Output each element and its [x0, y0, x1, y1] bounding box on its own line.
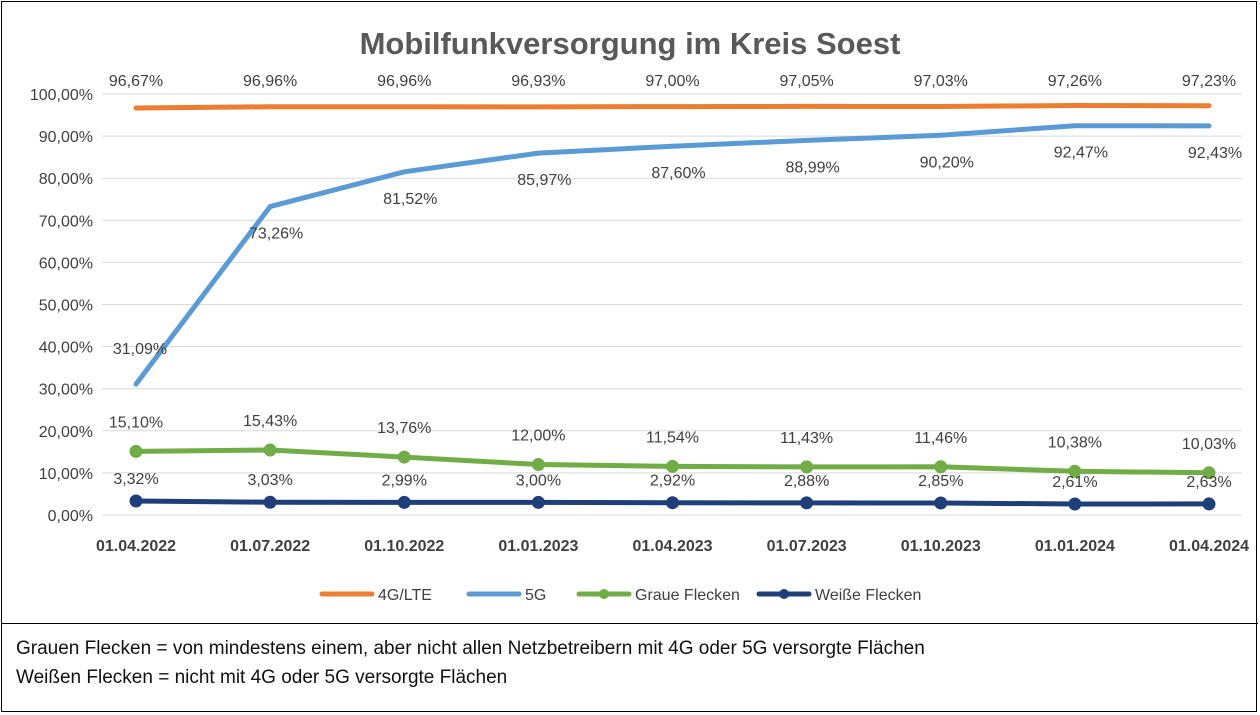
- data-label: 10,03%: [1182, 436, 1236, 453]
- y-tick-label: 70,00%: [39, 213, 93, 230]
- line-chart: 0,00% 10,00% 20,00% 30,00% 40,00% 50,00% 60,00…: [30, 26, 1249, 604]
- data-point: [800, 496, 814, 510]
- data-point: [934, 496, 948, 510]
- data-point: [397, 450, 411, 464]
- gridlines: [102, 93, 1242, 516]
- y-tick-label: 20,00%: [39, 424, 93, 441]
- footnote-box: Grauen Flecken = von mindestens einem, a…: [2, 623, 1258, 715]
- legend-entry: Weiße Flecken: [815, 587, 921, 604]
- data-label: 2,88%: [784, 473, 829, 490]
- data-label: 2,99%: [382, 472, 427, 489]
- data-label: 73,26%: [249, 226, 303, 243]
- legend-marker: [599, 589, 609, 599]
- data-point: [666, 496, 679, 510]
- legend-entry: Graue Flecken: [635, 587, 740, 604]
- data-label: 2,61%: [1052, 474, 1097, 491]
- data-point: [1202, 466, 1216, 480]
- x-tick-label: 01.10.2022: [364, 538, 444, 555]
- data-label: 3,00%: [516, 472, 561, 489]
- data-label: 3,32%: [113, 471, 158, 488]
- x-tick-label: 01.01.2023: [498, 538, 578, 555]
- legend-marker: [779, 589, 789, 599]
- data-point: [531, 457, 545, 471]
- x-tick-label: 01.07.2023: [767, 538, 847, 555]
- y-tick-label: 90,00%: [39, 129, 93, 146]
- y-tick-label: 40,00%: [39, 340, 93, 357]
- data-label: 12,00%: [511, 427, 565, 444]
- data-label: 81,52%: [383, 191, 437, 208]
- y-axis-ticks: 0,00% 10,00% 20,00% 30,00% 40,00% 50,00% 60,00…: [30, 87, 93, 525]
- data-point: [397, 495, 411, 509]
- data-label: 97,03%: [914, 73, 968, 90]
- y-tick-label: 30,00%: [39, 382, 93, 399]
- data-label: 92,47%: [1054, 145, 1108, 162]
- series-line: [133, 103, 1212, 111]
- y-tick-label: 60,00%: [39, 255, 93, 272]
- x-tick-label: 01.04.2022: [96, 538, 176, 555]
- data-label: 11,54%: [646, 429, 699, 446]
- y-tick-label: 80,00%: [39, 171, 93, 188]
- data-label: 88,99%: [785, 159, 839, 176]
- footnote-grey-spots: Grauen Flecken = von mindestens einem, a…: [16, 638, 925, 659]
- data-point: [1202, 497, 1216, 511]
- data-point: [666, 459, 679, 473]
- legend-entry: 4G/LTE: [378, 587, 432, 604]
- data-point: [531, 495, 545, 509]
- data-label: 11,43%: [780, 430, 833, 447]
- data-label: 96,93%: [511, 73, 565, 90]
- data-label: 3,03%: [247, 472, 292, 489]
- data-label: 13,76%: [377, 420, 431, 437]
- data-label: 2,85%: [918, 473, 963, 490]
- x-tick-label: 01.10.2023: [901, 538, 981, 555]
- x-tick-label: 01.07.2022: [230, 538, 310, 555]
- y-tick-label: 50,00%: [39, 298, 93, 315]
- data-label: 92,43%: [1188, 145, 1242, 162]
- data-point: [129, 494, 143, 508]
- footnote-white-spots: Weißen Flecken = nicht mit 4G oder 5G ve…: [16, 667, 508, 688]
- x-tick-label: 01.04.2023: [632, 538, 712, 555]
- x-tick-label: 01.04.2024: [1169, 538, 1249, 555]
- data-label: 97,05%: [779, 73, 833, 90]
- data-label: 96,96%: [377, 73, 431, 90]
- y-tick-label: 0,00%: [48, 508, 93, 525]
- y-tick-label: 10,00%: [39, 466, 93, 483]
- data-point: [934, 460, 948, 474]
- data-label: 97,00%: [645, 73, 699, 90]
- data-label: 85,97%: [517, 172, 571, 189]
- data-label: 96,67%: [109, 73, 163, 90]
- data-labels: 96,67% 96,96% 96,96% 96,93% 97,00% 97,05% 97,0…: [109, 73, 1242, 491]
- data-label: 15,10%: [109, 414, 163, 431]
- data-point: [263, 443, 277, 457]
- data-label: 90,20%: [920, 154, 974, 171]
- data-label: 97,26%: [1048, 73, 1102, 90]
- data-label: 97,23%: [1182, 73, 1236, 90]
- data-point: [1068, 497, 1082, 511]
- series-line: [133, 123, 1212, 387]
- x-tick-label: 01.01.2024: [1035, 538, 1115, 555]
- legend-entry: 5G: [525, 587, 546, 604]
- data-point: [800, 460, 814, 474]
- data-label: 96,96%: [243, 73, 297, 90]
- data-point: [1068, 464, 1082, 478]
- data-point: [129, 444, 143, 458]
- data-label: 11,46%: [914, 430, 967, 447]
- data-label: 2,92%: [650, 473, 695, 490]
- x-axis-ticks: 01.04.2022 01.07.2022 01.10.2022 01.01.2023…: [96, 538, 1249, 555]
- data-point: [263, 495, 277, 509]
- data-label: 87,60%: [651, 165, 705, 182]
- data-label: 2,63%: [1186, 474, 1231, 491]
- y-tick-label: 100,00%: [30, 87, 93, 104]
- series-lines: [129, 103, 1216, 511]
- chart-title: Mobilfunkversorgung im Kreis Soest: [360, 26, 901, 61]
- data-label: 10,38%: [1048, 434, 1102, 451]
- legend: 4G/LTE 5G Graue Flecken Weiße Flecken: [319, 587, 921, 604]
- data-label: 15,43%: [243, 413, 297, 430]
- data-label: 31,09%: [113, 341, 167, 358]
